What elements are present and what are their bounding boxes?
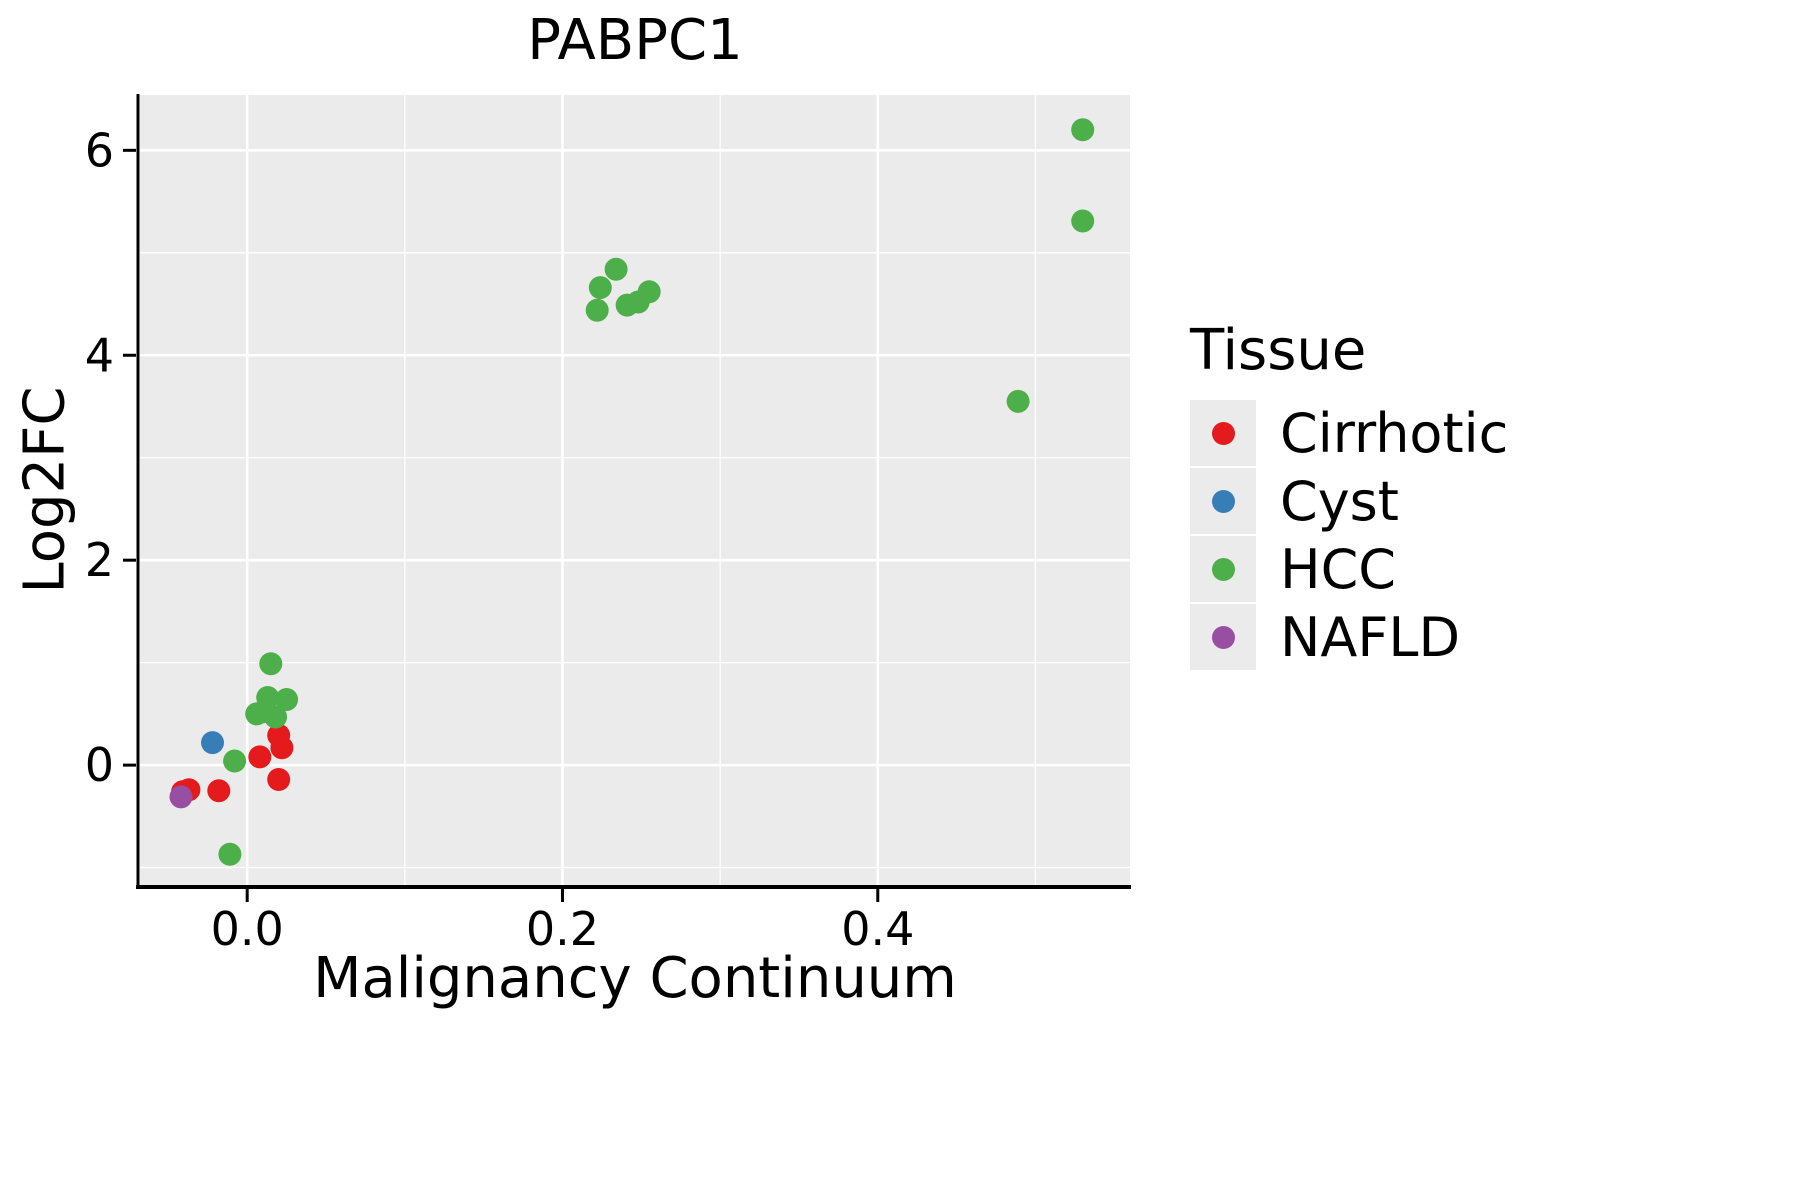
legend-title: Tissue xyxy=(1190,318,1367,383)
legend-key xyxy=(1190,536,1256,602)
scatter-point-nafld xyxy=(169,785,193,809)
legend-entry-cirrhotic: Cirrhotic xyxy=(1190,399,1508,467)
x-tick-label: 0.2 xyxy=(526,902,599,956)
legend-dot-nafld xyxy=(1211,625,1235,649)
scatter-point-hcc xyxy=(588,276,612,300)
legend-label: Cyst xyxy=(1280,469,1399,533)
legend-entry-hcc: HCC xyxy=(1190,535,1508,603)
scatter-point-cirrhotic xyxy=(248,745,272,769)
legend-entry-nafld: NAFLD xyxy=(1190,603,1508,671)
y-tick-label: 2 xyxy=(85,533,114,587)
legend-key xyxy=(1190,468,1256,534)
scatter-point-cirrhotic xyxy=(207,779,231,803)
legend-key xyxy=(1190,400,1256,466)
scatter-point-hcc xyxy=(218,842,242,866)
legend-label: HCC xyxy=(1280,537,1397,601)
scatter-point-hcc xyxy=(223,749,247,773)
y-tick-label: 4 xyxy=(85,328,114,382)
y-axis-label: Log2FC xyxy=(12,386,78,594)
x-axis-label: Malignancy Continuum xyxy=(313,946,957,1011)
scatter-point-hcc xyxy=(1071,209,1095,233)
x-tick-label: 0.0 xyxy=(211,902,284,956)
chart-title: PABPC1 xyxy=(527,8,743,73)
plot-panel xyxy=(140,95,1130,885)
scatter-point-hcc xyxy=(259,652,283,676)
scatter-point-cirrhotic xyxy=(267,723,291,747)
x-tick-label: 0.4 xyxy=(841,902,914,956)
legend-dot-cirrhotic xyxy=(1211,421,1235,445)
legend-dot-hcc xyxy=(1211,557,1235,581)
scatter-point-hcc xyxy=(1071,118,1095,142)
y-tick-label: 6 xyxy=(85,123,114,177)
scatter-point-hcc xyxy=(637,280,661,304)
scatter-point-hcc xyxy=(585,298,609,322)
scatter-point-hcc xyxy=(604,257,628,281)
legend-label: NAFLD xyxy=(1280,605,1461,669)
legend-entry-cyst: Cyst xyxy=(1190,467,1508,535)
scatter-point-cyst xyxy=(201,731,224,755)
scatter-point-hcc xyxy=(264,705,288,729)
scatter-point-hcc xyxy=(275,688,299,711)
legend-entries: Cirrhotic Cyst HCC NAFLD xyxy=(1190,399,1508,671)
legend-label: Cirrhotic xyxy=(1280,401,1509,465)
scatter-point-cirrhotic xyxy=(267,768,291,791)
scatter-point-hcc xyxy=(256,686,280,709)
y-tick-label: 0 xyxy=(85,738,114,792)
legend-key xyxy=(1190,604,1256,670)
legend-dot-cyst xyxy=(1211,489,1235,513)
legend: Tissue Cirrhotic Cyst HCC NAFLD xyxy=(1190,318,1508,671)
scatter-point-hcc xyxy=(1006,389,1030,413)
